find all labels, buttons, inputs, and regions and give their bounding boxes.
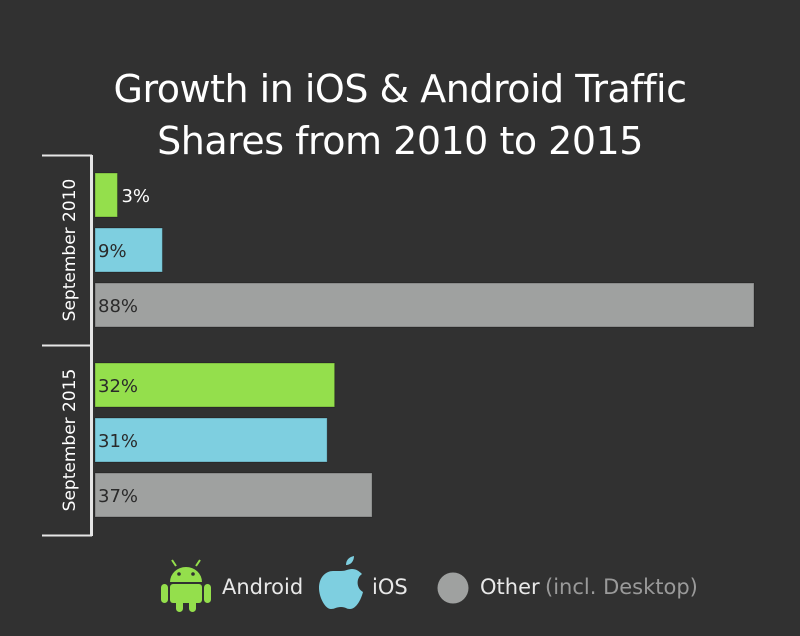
bar-other — [94, 282, 755, 328]
group-label: September 2010 — [60, 179, 80, 322]
data-label: 31% — [98, 431, 138, 452]
data-label: 88% — [98, 296, 138, 317]
data-label: 3% — [121, 186, 150, 207]
group-label: September 2015 — [60, 369, 80, 512]
legend-other-sublabel: (incl. Desktop) — [545, 575, 698, 599]
data-label: 32% — [98, 376, 138, 397]
data-label: 9% — [98, 241, 127, 262]
bar-android — [94, 172, 118, 218]
chart-title-line-1: Growth in iOS & Android Traffic — [113, 67, 687, 111]
legend-ios-label: iOS — [372, 575, 408, 599]
chart-title-line-2: Shares from 2010 to 2015 — [157, 119, 643, 163]
data-label: 37% — [98, 486, 138, 507]
legend-other-label: Other — [480, 575, 540, 599]
bar-ios — [94, 227, 163, 273]
bar-android — [94, 362, 336, 408]
bar-other — [94, 472, 373, 518]
legend-android-label: Android — [222, 575, 304, 599]
bar-ios — [94, 417, 328, 463]
